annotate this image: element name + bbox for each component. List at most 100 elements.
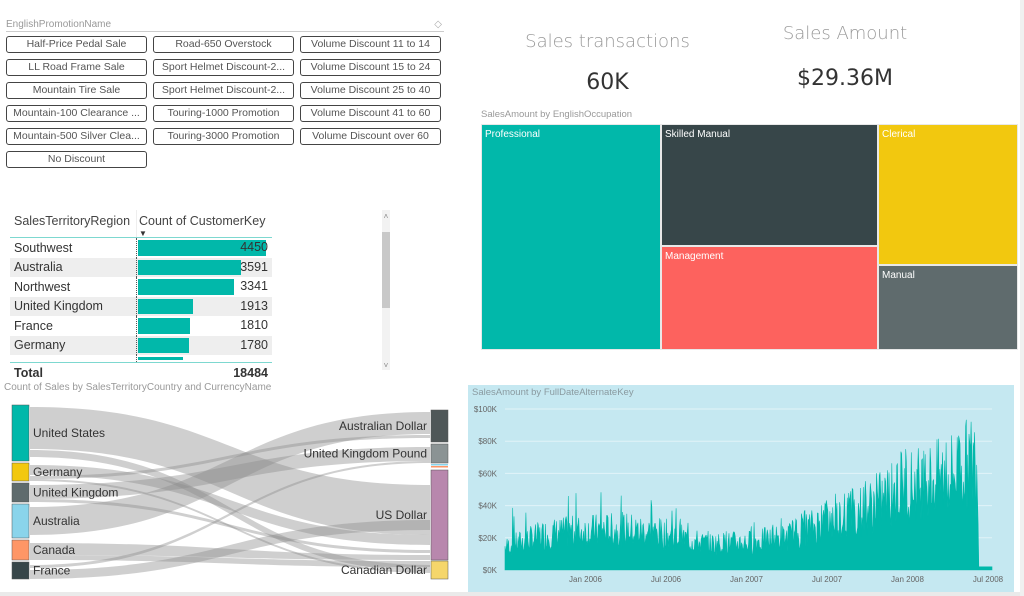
- sankey-link[interactable]: [30, 555, 430, 567]
- slicer-title-text: EnglishPromotionName: [6, 19, 112, 30]
- scrollbar-thumb[interactable]: [382, 232, 390, 308]
- data-bar: [138, 318, 191, 334]
- tile-label: Management: [665, 251, 724, 262]
- y-tick-label: $100K: [474, 405, 498, 414]
- sankey-source-label: Canada: [33, 543, 75, 557]
- sankey-target-node[interactable]: [430, 469, 449, 561]
- sankey-link[interactable]: [30, 465, 430, 545]
- table-row[interactable]: United Kingdom 1913: [10, 296, 272, 316]
- table-row[interactable]: Southwest 4450: [10, 238, 272, 258]
- slicer-chip[interactable]: Volume Discount 41 to 60: [300, 105, 441, 122]
- sankey-link[interactable]: [30, 461, 430, 568]
- x-tick-label: Jan 2008: [891, 575, 924, 584]
- slicer-chip[interactable]: Volume Discount over 60: [300, 128, 441, 145]
- count-value: 3591: [240, 259, 268, 274]
- sankey-link[interactable]: [30, 450, 430, 571]
- chart-title: SalesAmount by FullDateAlternateKey: [472, 387, 634, 398]
- sankey-source-node[interactable]: [11, 482, 30, 503]
- scroll-down-icon[interactable]: ˅: [383, 361, 389, 370]
- sankey-source-node[interactable]: [11, 561, 30, 580]
- card-transactions-title: Sales transactions: [525, 31, 690, 52]
- sankey-source-node[interactable]: [11, 503, 30, 539]
- slicer-chip[interactable]: Sport Helmet Discount-2...: [153, 59, 294, 76]
- page-right-edge: [1020, 0, 1024, 596]
- slicer-chip[interactable]: Volume Discount 11 to 14: [300, 36, 441, 53]
- sankey-link[interactable]: [30, 499, 430, 553]
- region-cell: Germany: [14, 338, 66, 353]
- slicer-chip[interactable]: Road-650 Overstock: [153, 36, 294, 53]
- treemap-tile-clerical[interactable]: Clerical: [878, 124, 1018, 265]
- sankey-link[interactable]: [30, 520, 430, 579]
- sales-by-date-chart: SalesAmount by FullDateAlternateKey $0K $…: [468, 385, 1014, 592]
- sankey-link[interactable]: [30, 435, 430, 479]
- region-cell: Australia: [14, 260, 63, 275]
- slicer-chip[interactable]: Mountain-100 Clearance ...: [6, 105, 147, 122]
- count-cell: 4450: [136, 238, 272, 258]
- slicer-chip[interactable]: Touring-3000 Promotion: [153, 128, 294, 145]
- treemap-title: SalesAmount by EnglishOccupation: [481, 109, 633, 120]
- treemap-tile-manual[interactable]: Manual: [878, 265, 1018, 350]
- treemap-tile-skilled-manual[interactable]: Skilled Manual: [661, 124, 878, 246]
- tile-label: Manual: [882, 270, 915, 281]
- total-value: 18484: [233, 366, 268, 380]
- data-bar: [138, 298, 194, 314]
- column-header-count[interactable]: Count of CustomerKey ▼: [136, 210, 272, 238]
- x-tick-label: Jul 2006: [651, 575, 682, 584]
- sankey-source-label: Germany: [33, 465, 82, 479]
- count-cell: 3591: [136, 257, 272, 277]
- region-cell: United Kingdom: [14, 299, 103, 314]
- sankey-target-node[interactable]: [430, 409, 449, 443]
- data-bar: [138, 259, 242, 275]
- scroll-up-icon[interactable]: ˄: [383, 212, 389, 221]
- slicer-chip[interactable]: Volume Discount 25 to 40: [300, 82, 441, 99]
- sankey-target-label: Australian Dollar: [339, 419, 427, 433]
- slicer-chip[interactable]: Sport Helmet Discount-2...: [153, 82, 294, 99]
- sankey-link[interactable]: [30, 543, 430, 560]
- sankey-target-label: Canadian Dollar: [341, 563, 427, 577]
- count-cell: 1913: [136, 296, 272, 316]
- count-value: 1913: [240, 298, 268, 313]
- treemap-tile-management[interactable]: Management: [661, 246, 878, 350]
- area-chart-svg: $0K $20K $40K $60K $80K $100K Jan 2006 Jul 2006…: [474, 405, 1004, 584]
- sankey-link[interactable]: [30, 479, 430, 573]
- table-scrollbar[interactable]: ˄ ˅: [382, 210, 390, 370]
- count-value: 1780: [240, 337, 268, 352]
- slicer-chip[interactable]: Mountain-500 Silver Clea...: [6, 128, 147, 145]
- total-label: Total: [14, 366, 43, 380]
- treemap-tile-professional[interactable]: Professional: [481, 124, 661, 350]
- count-cell: 1780: [136, 335, 272, 355]
- y-tick-label: $60K: [478, 469, 497, 478]
- territory-table: SalesTerritoryRegion Count of CustomerKe…: [10, 210, 272, 380]
- data-bar: [138, 337, 190, 353]
- table-row[interactable]: France 1810: [10, 316, 272, 336]
- slicer-chip[interactable]: Half-Price Pedal Sale: [6, 36, 147, 53]
- sankey-source-node[interactable]: [11, 539, 30, 561]
- sankey-link[interactable]: [30, 447, 430, 499]
- occupation-treemap: Professional Skilled Manual Management C…: [481, 124, 1018, 350]
- slicer-chip[interactable]: Mountain Tire Sale: [6, 82, 147, 99]
- y-tick-label: $80K: [478, 437, 497, 446]
- sankey-target-label: United Kingdom Pound: [304, 447, 427, 461]
- eraser-icon[interactable]: ◇: [434, 19, 442, 30]
- data-bar: [138, 279, 235, 295]
- sankey-target-node[interactable]: [430, 560, 449, 580]
- sankey-source-node[interactable]: [11, 462, 30, 482]
- sankey-target-node-minor: [431, 464, 448, 466]
- sankey-target-node[interactable]: [430, 443, 449, 464]
- sankey-link[interactable]: [30, 412, 430, 535]
- table-row[interactable]: Australia 3591: [10, 257, 272, 277]
- table-row[interactable]: Germany 1780: [10, 335, 272, 355]
- region-cell: Southwest: [14, 240, 73, 255]
- slicer-chip[interactable]: No Discount: [6, 151, 147, 168]
- column-header-region[interactable]: SalesTerritoryRegion: [14, 214, 131, 228]
- sankey-source-node[interactable]: [11, 404, 30, 462]
- table-row[interactable]: Northwest 3341: [10, 277, 272, 297]
- tile-label: Skilled Manual: [665, 129, 731, 140]
- slicer-chip[interactable]: Touring-1000 Promotion: [153, 105, 294, 122]
- sankey-title: Count of Sales by SalesTerritoryCountry …: [4, 382, 272, 393]
- sankey-link[interactable]: [30, 407, 430, 535]
- region-cell: Northwest: [14, 279, 71, 294]
- slicer-chip[interactable]: LL Road Frame Sale: [6, 59, 147, 76]
- slicer-chip[interactable]: Volume Discount 15 to 24: [300, 59, 441, 76]
- sales-area-series[interactable]: [504, 419, 993, 571]
